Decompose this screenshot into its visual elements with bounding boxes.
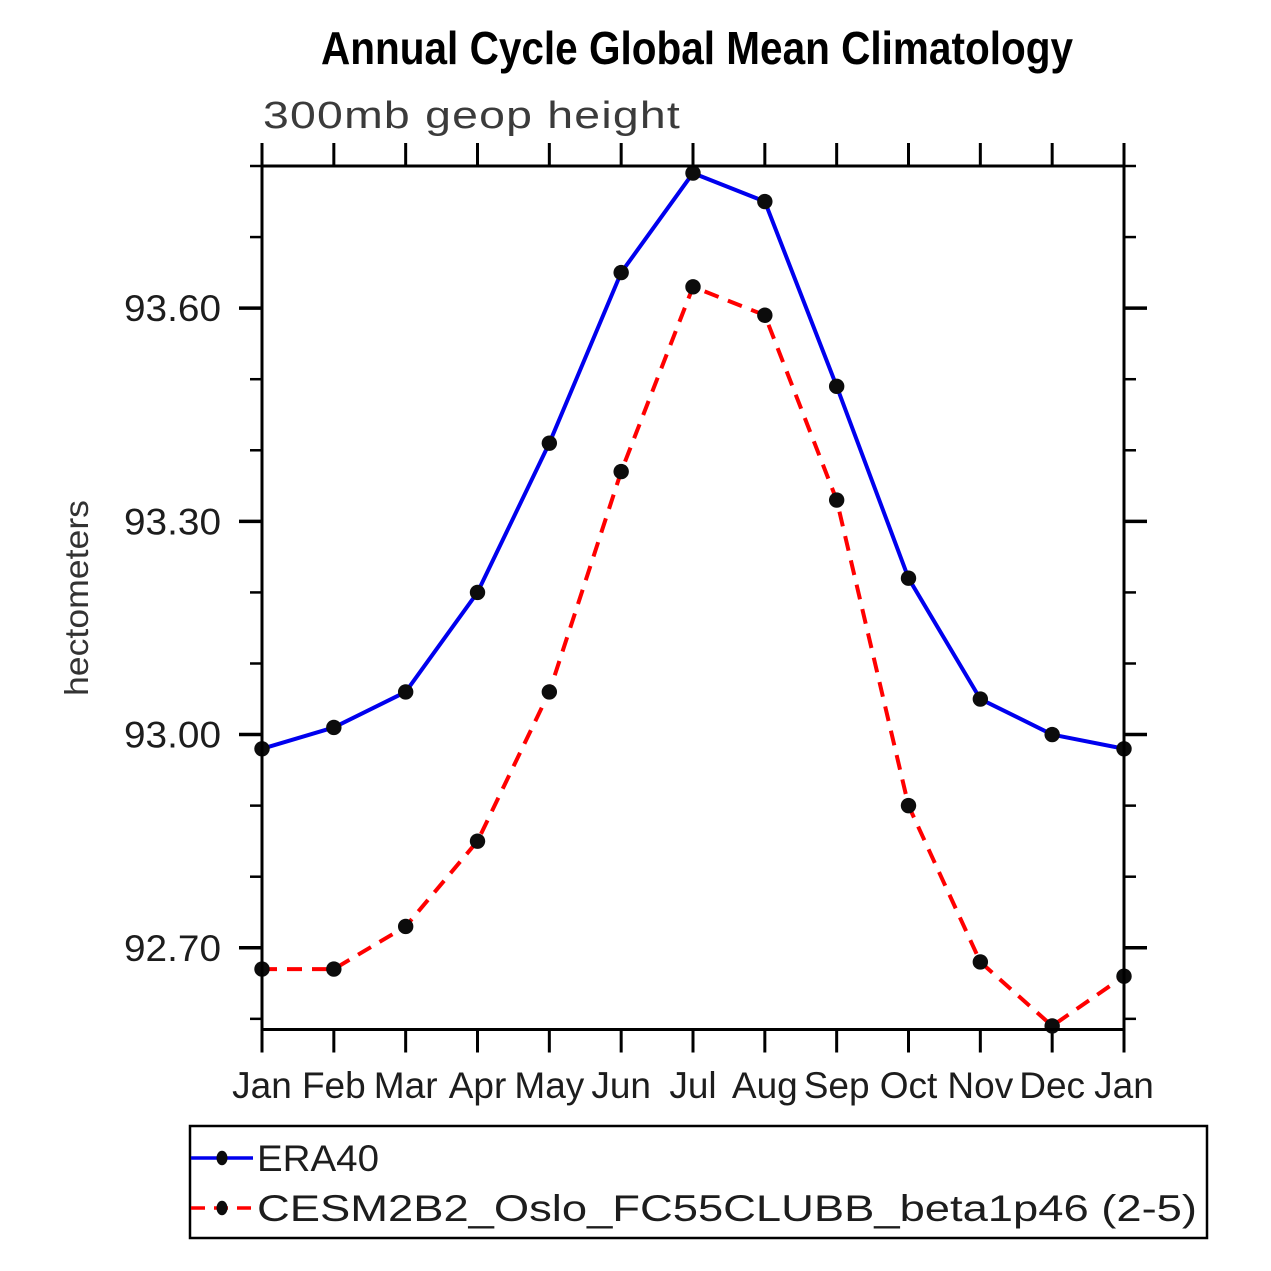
legend-marker-dot [216, 1150, 228, 1166]
x-tick-label: Mar [374, 1065, 438, 1106]
data-point-marker-0 [326, 719, 342, 736]
data-point-marker-0 [757, 193, 773, 210]
data-point-marker-1 [900, 797, 917, 814]
x-tick-label: Dec [1019, 1065, 1085, 1106]
series-line-0 [261, 171, 1125, 751]
legend-box [188, 1124, 1209, 1240]
data-point-marker-0 [1044, 726, 1060, 743]
y-tick-label: 93.60 [124, 288, 221, 329]
data-point-marker-1 [613, 463, 629, 480]
x-tick-label: May [514, 1065, 584, 1106]
data-point-marker-0 [541, 435, 558, 451]
y-tick-label: 93.30 [124, 501, 221, 542]
data-point-marker-1 [972, 954, 989, 970]
data-point-marker-0 [685, 165, 701, 181]
data-point-marker-0 [972, 691, 989, 707]
x-tick-label: Sep [804, 1065, 870, 1106]
y-tick-label: 92.70 [124, 928, 221, 969]
data-point-marker-0 [828, 378, 845, 395]
legend-entry-cesm: CESM2B2_Oslo_FC55CLUBB_beta1p46 (2-5) [191, 1188, 1197, 1229]
legend-label-cesm: CESM2B2_Oslo_FC55CLUBB_beta1p46 (2-5) [257, 1188, 1197, 1229]
x-tick-label: Jan [1094, 1065, 1154, 1106]
data-point-marker-0 [397, 684, 414, 700]
y-axis-label: hectometers [58, 500, 95, 696]
x-tick-label: Jun [591, 1065, 651, 1106]
y-tick-label: 93.00 [124, 715, 221, 756]
chart-title: Annual Cycle Global Mean Climatology [321, 22, 1073, 74]
data-point-marker-1 [685, 279, 701, 295]
x-tick-label: Oct [880, 1065, 938, 1106]
data-point-marker-1 [326, 961, 342, 977]
data-point-marker-0 [900, 570, 917, 586]
x-tick-label: Jan [232, 1065, 292, 1106]
x-tick-label: Aug [732, 1065, 798, 1106]
x-tick-label: Nov [947, 1065, 1013, 1106]
data-point-marker-1 [541, 684, 558, 700]
legend-marker-dot [216, 1200, 228, 1216]
data-point-marker-0 [469, 584, 486, 601]
chart-subtitle: 300mb geop height [263, 95, 681, 137]
data-point-marker-1 [1044, 1018, 1060, 1034]
legend-label-era40: ERA40 [257, 1138, 379, 1179]
data-point-marker-1 [397, 918, 414, 935]
x-tick-label: Apr [449, 1065, 507, 1106]
plot-area: Jan Feb Mar Apr May Jun Jul Aug Sep Oct Nov Dec Jan9… [124, 143, 1154, 1106]
series-line-1 [262, 284, 1126, 1028]
data-point-marker-1 [757, 307, 773, 323]
legend: ERA40 CESM2B2_Oslo_FC55CLUBB_beta1p46 (2… [188, 1124, 1209, 1240]
x-tick-label: Jul [669, 1065, 716, 1106]
data-point-marker-1 [828, 492, 845, 508]
data-point-marker-0 [613, 264, 629, 281]
x-tick-label: Feb [302, 1065, 366, 1106]
plot-frame [260, 164, 1126, 1031]
legend-entry-era40: ERA40 [191, 1138, 379, 1179]
data-point-marker-1 [469, 833, 486, 849]
